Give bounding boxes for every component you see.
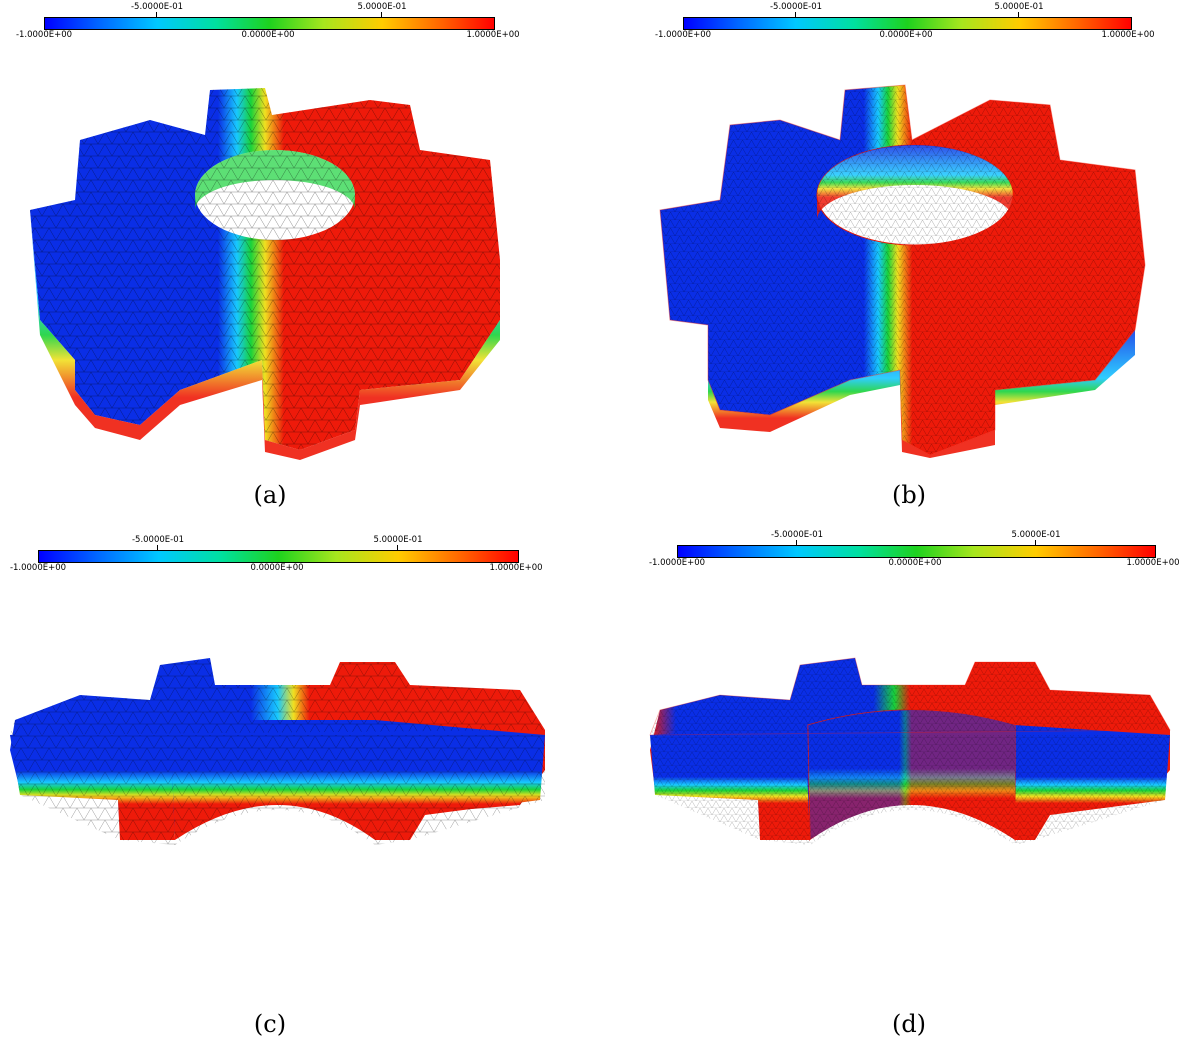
colorbar-label-mid: 0.0000E+00 [241,30,294,40]
colorbar-label-mid: 0.0000E+00 [250,563,303,573]
colorbar-label-mid: 0.0000E+00 [879,30,932,40]
colorbar-gradient [38,550,519,563]
colorbar-label-min: -1.0000E+00 [16,30,72,40]
colorbar-label-min: -1.0000E+00 [655,30,711,40]
colorbar-label-high-quarter: 5.0000E-01 [374,535,423,545]
colorbar-label-max: 1.0000E+00 [1101,30,1154,40]
colorbar-label-mid: 0.0000E+00 [888,558,941,568]
colorbar-gradient [683,17,1132,30]
colorbar-tick [381,12,382,17]
colorbar-tick [156,12,157,17]
gear-render-d [640,640,1185,880]
colorbar-label-low-quarter: -5.0000E-01 [132,535,184,545]
colorbar-label-high-quarter: 5.0000E-01 [358,2,407,12]
colorbar-label-max: 1.0000E+00 [1126,558,1179,568]
colorbar-label-min: -1.0000E+00 [10,563,66,573]
colorbar-label-max: 1.0000E+00 [466,30,519,40]
colorbar-tick [796,540,797,545]
colorbar-gradient [44,17,495,30]
colorbar-tick [795,12,796,17]
colorbar-gradient [677,545,1156,558]
gear-body [650,658,1170,845]
colorbar-tick [157,545,158,550]
colorbar-tick [1018,12,1019,17]
gear-body [30,88,500,460]
gear-body [660,85,1145,458]
caption-c: (c) [254,1010,286,1038]
gear-body [10,658,545,845]
colorbar-label-low-quarter: -5.0000E-01 [770,2,822,12]
colorbar-label-high-quarter: 5.0000E-01 [995,2,1044,12]
gear-render-b [630,60,1190,480]
colorbar-tick [1035,540,1036,545]
colorbar-label-max: 1.0000E+00 [489,563,542,573]
colorbar-label-low-quarter: -5.0000E-01 [131,2,183,12]
caption-d: (d) [892,1010,926,1038]
colorbar-label-low-quarter: -5.0000E-01 [771,530,823,540]
gear-render-c [0,640,560,880]
caption-b: (b) [892,481,926,509]
gear-render-a [0,60,560,480]
colorbar-tick [397,545,398,550]
colorbar-label-high-quarter: 5.0000E-01 [1012,530,1061,540]
caption-a: (a) [253,481,286,509]
colorbar-label-min: -1.0000E+00 [649,558,705,568]
